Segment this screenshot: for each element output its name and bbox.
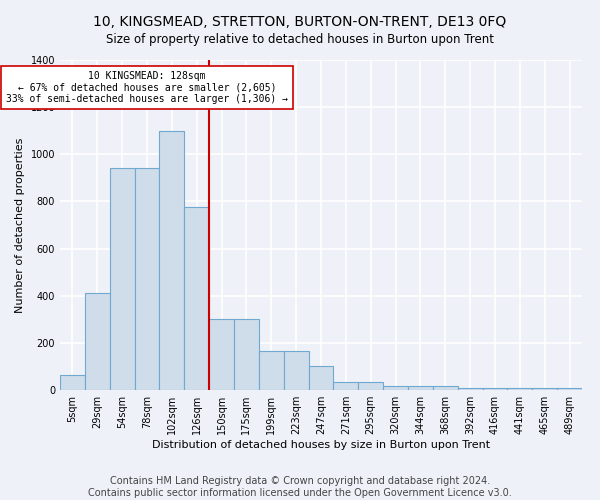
- Text: 10 KINGSMEAD: 128sqm
← 67% of detached houses are smaller (2,605)
33% of semi-de: 10 KINGSMEAD: 128sqm ← 67% of detached h…: [6, 70, 288, 104]
- Text: Size of property relative to detached houses in Burton upon Trent: Size of property relative to detached ho…: [106, 32, 494, 46]
- Bar: [234, 320, 259, 390]
- Y-axis label: Number of detached properties: Number of detached properties: [15, 138, 25, 312]
- Bar: [110, 168, 134, 390]
- Bar: [259, 351, 284, 390]
- Bar: [532, 388, 557, 390]
- Bar: [134, 168, 160, 390]
- Bar: [458, 388, 482, 390]
- Bar: [85, 294, 110, 390]
- Text: Contains HM Land Registry data © Crown copyright and database right 2024.
Contai: Contains HM Land Registry data © Crown c…: [88, 476, 512, 498]
- Bar: [482, 388, 508, 390]
- X-axis label: Distribution of detached houses by size in Burton upon Trent: Distribution of detached houses by size …: [152, 440, 490, 450]
- Bar: [358, 382, 383, 390]
- Bar: [284, 351, 308, 390]
- Bar: [209, 320, 234, 390]
- Bar: [383, 386, 408, 390]
- Bar: [508, 388, 532, 390]
- Bar: [433, 386, 458, 390]
- Bar: [308, 366, 334, 390]
- Text: 10, KINGSMEAD, STRETTON, BURTON-ON-TRENT, DE13 0FQ: 10, KINGSMEAD, STRETTON, BURTON-ON-TRENT…: [94, 15, 506, 29]
- Bar: [184, 208, 209, 390]
- Bar: [408, 386, 433, 390]
- Bar: [60, 374, 85, 390]
- Bar: [334, 382, 358, 390]
- Bar: [557, 388, 582, 390]
- Bar: [160, 130, 184, 390]
